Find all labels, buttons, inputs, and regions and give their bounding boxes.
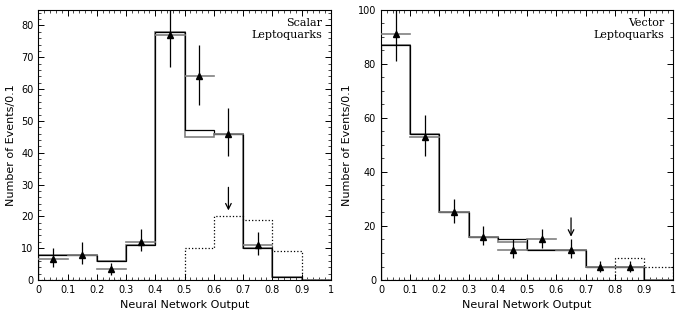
Text: Scalar
Leptoquarks: Scalar Leptoquarks <box>251 18 322 40</box>
X-axis label: Neural Network Output: Neural Network Output <box>120 301 249 310</box>
X-axis label: Neural Network Output: Neural Network Output <box>462 301 592 310</box>
Y-axis label: Number of Events/0.1: Number of Events/0.1 <box>5 84 16 206</box>
Text: Vector
Leptoquarks: Vector Leptoquarks <box>594 18 665 40</box>
Y-axis label: Number of Events/0.1: Number of Events/0.1 <box>342 84 352 206</box>
